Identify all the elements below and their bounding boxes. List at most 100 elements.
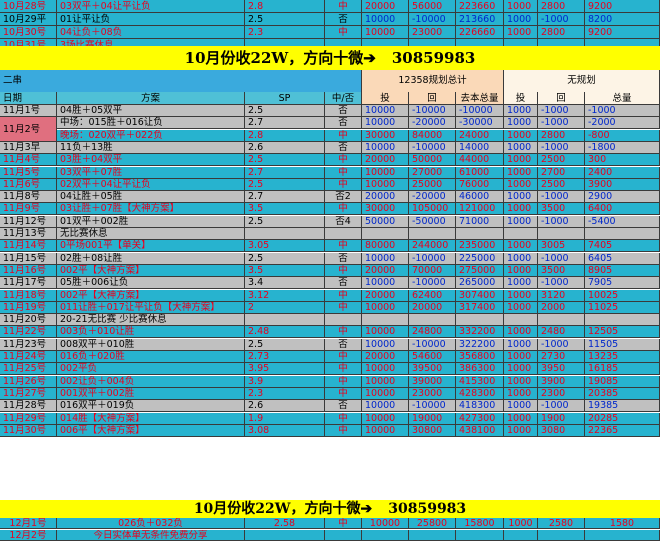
table-row[interactable]: 11月20号 20-21无比赛 少比赛休息	[0, 314, 660, 326]
bet2-cell: 1000	[504, 117, 538, 128]
table-row[interactable]: 11月18号 002平【大神方案】 3.12 中 20000 62400 307400 100…	[0, 290, 660, 302]
table-row[interactable]: 11月6号 02双平＋04让平让负 2.5 中 10000 25000 76000 1000 2…	[0, 179, 660, 191]
return-cell	[409, 314, 456, 325]
bet-cell	[362, 228, 409, 239]
table-row[interactable]: 12月2号 今日实体单无条件免费分享	[0, 529, 660, 541]
date-cell: 11月6号	[0, 179, 57, 190]
table-row[interactable]: 11月8号 04让胜＋05胜 2.7 否2 20000 -20000 46000 1000 -1…	[0, 191, 660, 203]
table-row[interactable]: 11月26号 002让负＋004负 3.9 中 10000 39000 415300 1000…	[0, 376, 660, 388]
return2-cell: -1000	[538, 13, 585, 25]
total-cell: -30000	[456, 117, 504, 128]
table-row[interactable]: 11月9号 03让胜＋07胜【大神方案】 3.5 中 30000 105000 121000…	[0, 203, 660, 215]
table-row[interactable]: 11月17号 05胜＋006让负 3.4 否 10000 -10000 265000 1000…	[0, 277, 660, 289]
sp-cell: 2.58	[245, 518, 325, 528]
plan-cell: 20-21无比赛 少比赛休息	[57, 314, 245, 325]
header-date: 日期	[0, 92, 57, 104]
table-row[interactable]: 10月29平 01让平让负 2.5 否 10000 -10000 213660 1000 -10…	[0, 13, 660, 26]
date-cell: 11月5号	[0, 167, 57, 178]
total2-cell: 22365	[585, 425, 660, 436]
table-row[interactable]: 11月24号 016负＋020胜 2.73 中 20000 54600 356800 1000…	[0, 351, 660, 363]
table-row[interactable]: 11月5号 03双平＋07胜 2.7 中 10000 27000 61000 1000 2700…	[0, 167, 660, 179]
table-row[interactable]: 11月16号 002平【大神方案】 3.5 中 20000 70000 275000 1000…	[0, 265, 660, 277]
plan-cell: 无比赛休息	[57, 228, 245, 239]
table-row[interactable]: 11月27号 001双平＋002胜 2.3 中 10000 23000 428300 1000…	[0, 388, 660, 400]
bet-cell: 10000	[362, 179, 409, 190]
bet2-cell: 1000	[504, 290, 538, 301]
result-cell: 否	[325, 277, 362, 288]
plan-cell: 026负＋032负	[57, 518, 245, 528]
table-row[interactable]: 11月2号中场：015胜＋016让负2.7否10000-20000-300001…	[0, 117, 660, 129]
result-cell: 中	[325, 154, 362, 165]
table-row[interactable]: 10月30号 04让负＋08负 2.3 中 10000 23000 226660 1000 28…	[0, 26, 660, 39]
plan-cell: 016双平＋019负	[57, 400, 245, 411]
total2-cell: 19085	[585, 376, 660, 387]
date-cell: 11月19号	[0, 302, 57, 313]
header-sp: SP	[245, 92, 325, 104]
bet2-cell: 1000	[504, 13, 538, 25]
total-cell: 322200	[456, 339, 504, 350]
bet-cell: 10000	[362, 388, 409, 399]
date-cell: 11月4号	[0, 154, 57, 165]
bet-cell: 10000	[362, 253, 409, 264]
return-cell	[409, 39, 456, 51]
table-row[interactable]: 11月30号 006平【大神方案】 3.08 中 10000 30800 438100 100…	[0, 425, 660, 437]
table-row[interactable]: 11月19号 011让胜＋017让平让负【大神方案】 2 中 10000 20000 317…	[0, 302, 660, 314]
sp-cell: 2.5	[245, 105, 325, 116]
table-row[interactable]: 11月1号 04胜＋05双平 2.5 否 10000 -10000 -10000 1000 -1…	[0, 105, 660, 117]
plan-cell: 002平负	[57, 363, 245, 374]
sp-cell: 2.6	[245, 400, 325, 411]
total2-cell: 12505	[585, 326, 660, 337]
date-cell: 11月17号	[0, 277, 57, 288]
return-cell: 30800	[409, 425, 456, 436]
total-cell: 415300	[456, 376, 504, 387]
bet-cell: 10000	[362, 339, 409, 350]
sp-cell: 2.7	[245, 191, 325, 202]
table-row[interactable]: 11月25号 002平负 3.95 中 10000 39500 386300 1000 3950…	[0, 363, 660, 375]
table-row[interactable]: 11月14号 0平场001平【单关】 3.05 中 80000 244000 235000 1…	[0, 240, 660, 252]
total-cell: 438100	[456, 425, 504, 436]
total-cell: 225000	[456, 253, 504, 264]
bet-cell	[362, 314, 409, 325]
return2-cell	[538, 314, 585, 325]
table-row[interactable]: 11月12号 01双平＋002胜 2.5 否4 50000 -50000 71000 1000…	[0, 216, 660, 228]
return2-cell: 2480	[538, 326, 585, 337]
return2-cell: 3120	[538, 290, 585, 301]
result-cell: 中	[325, 290, 362, 301]
result-cell: 否	[325, 13, 362, 25]
section-header: 二串 12358规划总计 无规划	[0, 70, 660, 92]
result-cell: 中	[325, 351, 362, 362]
return-cell: -20000	[409, 117, 456, 128]
table-row[interactable]: 11月23号 008双平＋010胜 2.5 否 10000 -10000 322200 100…	[0, 339, 660, 351]
return-cell: 50000	[409, 154, 456, 165]
total2-cell: 7905	[585, 277, 660, 288]
date-cell: 10月30号	[0, 26, 57, 38]
table-row[interactable]: 11月4号 03胜＋04双平 2.5 中 20000 50000 44000 1000 2500…	[0, 154, 660, 166]
table-row[interactable]: 11月15号 02胜＋08让胜 2.5 否 10000 -10000 225000 1000-…	[0, 253, 660, 265]
table-row[interactable]: 11月28号 016双平＋019负 2.6 否 10000 -10000 418300 100…	[0, 400, 660, 412]
bet-cell: 20000	[362, 290, 409, 301]
total-cell: 71000	[456, 216, 504, 227]
total-cell: 307400	[456, 290, 504, 301]
table-row[interactable]: 11月13号 无比赛休息	[0, 228, 660, 240]
table-row[interactable]: 12月1号 026负＋032负 2.58 中 10000 25800 15800 1000 25…	[0, 518, 660, 529]
table-row[interactable]: 11月29号 014胜【大神方案】 1.9 中 10000 19000 427300 1000…	[0, 413, 660, 425]
sp-cell: 3.5	[245, 265, 325, 276]
table-row[interactable]: 10月28号 03双平＋04让平让负 2.8 中 20000 56000 223660 100…	[0, 0, 660, 13]
total2-cell: 20385	[585, 388, 660, 399]
table-row[interactable]: 11月3早 11负＋13胜 2.6 否 10000 -10000 14000 1000 -100…	[0, 142, 660, 154]
bet-cell: 50000	[362, 216, 409, 227]
return-cell: 39000	[409, 376, 456, 387]
plan-cell: 002让负＋004负	[57, 376, 245, 387]
date-cell: 10月28号	[0, 0, 57, 12]
date-cell: 11月14号	[0, 240, 57, 251]
bet-cell: 10000	[362, 376, 409, 387]
bet-cell: 10000	[362, 326, 409, 337]
return-cell: 244000	[409, 240, 456, 251]
table-row[interactable]: 11月22号 003负＋010让胜 2.48 中 10000 24800 332200 100…	[0, 326, 660, 338]
date-cell: 11月16号	[0, 265, 57, 276]
plan-cell: 中场：015胜＋016让负	[57, 117, 245, 128]
total-cell: 427300	[456, 413, 504, 424]
bet-cell: 10000	[362, 363, 409, 374]
table-row[interactable]: 晚场：020双平＋022负 2.8 中 30000 84000 24000 1000 2800…	[0, 130, 660, 142]
sp-cell	[245, 228, 325, 239]
